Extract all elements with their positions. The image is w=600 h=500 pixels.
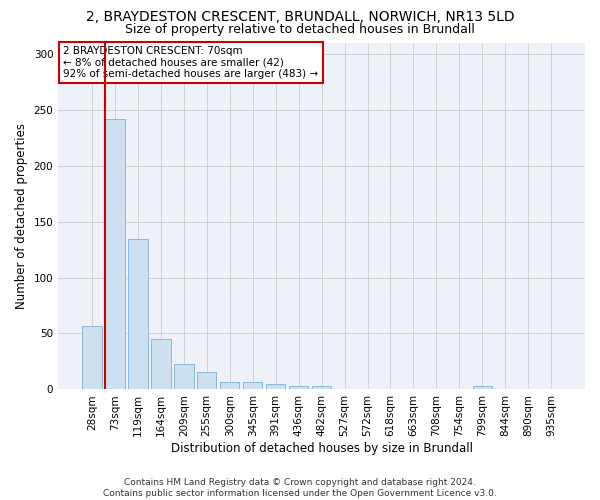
Bar [105, 118, 125, 390]
Text: Contains HM Land Registry data © Crown copyright and database right 2024.
Contai: Contains HM Land Registry data © Crown c… [103, 478, 497, 498]
Text: 2 BRAYDESTON CRESCENT: 70sqm
← 8% of detached houses are smaller (42)
92% of sem: 2 BRAYDESTON CRESCENT: 70sqm ← 8% of det… [64, 46, 319, 79]
Bar [266, 384, 286, 390]
Bar [82, 326, 101, 390]
Bar [128, 240, 148, 390]
Bar [197, 372, 217, 390]
Y-axis label: Number of detached properties: Number of detached properties [15, 123, 28, 309]
Bar [151, 339, 170, 390]
X-axis label: Distribution of detached houses by size in Brundall: Distribution of detached houses by size … [170, 442, 473, 455]
Bar [220, 382, 239, 390]
Text: 2, BRAYDESTON CRESCENT, BRUNDALL, NORWICH, NR13 5LD: 2, BRAYDESTON CRESCENT, BRUNDALL, NORWIC… [86, 10, 514, 24]
Text: Size of property relative to detached houses in Brundall: Size of property relative to detached ho… [125, 22, 475, 36]
Bar [473, 386, 492, 390]
Bar [243, 382, 262, 390]
Bar [289, 386, 308, 390]
Bar [174, 364, 194, 390]
Bar [312, 386, 331, 390]
